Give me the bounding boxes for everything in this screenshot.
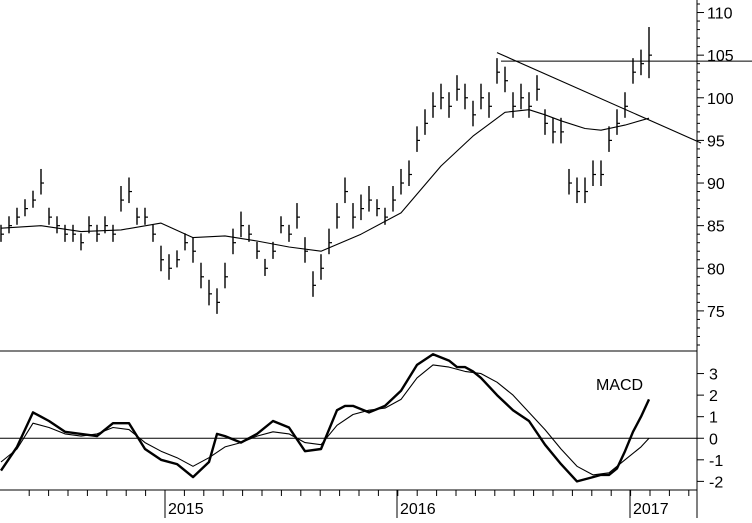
macd-y-tick-label: 2 — [709, 388, 718, 405]
macd-y-tick-label: 0 — [709, 431, 718, 448]
price-y-tick-label: 75 — [707, 304, 725, 321]
macd-y-tick-label: -1 — [709, 453, 723, 470]
trendline-downtrend — [496, 52, 702, 144]
price-bars — [0, 27, 652, 314]
axes: 75 80 85 90 95 100 105 110 -2 -1 0 1 2 3 2015 2016 2017 — [0, 0, 734, 518]
macd-y-tick-label: 3 — [709, 367, 718, 384]
x-year-label: 2016 — [400, 501, 436, 518]
macd-line — [0, 353, 651, 483]
price-y-tick-label: 95 — [707, 133, 725, 150]
moving-average-line — [0, 109, 650, 252]
price-y-tick-label: 100 — [707, 91, 734, 108]
price-y-tick-label: 85 — [707, 219, 725, 236]
price-overlays — [0, 52, 752, 252]
macd-y-tick-label: -2 — [709, 474, 723, 491]
x-year-label: 2015 — [168, 501, 204, 518]
x-year-label: 2017 — [633, 501, 669, 518]
macd-signal-line — [0, 364, 650, 476]
price-y-tick-label: 105 — [707, 48, 734, 65]
price-y-tick-label: 80 — [707, 261, 725, 278]
macd-panel — [0, 353, 697, 483]
macd-annotation: MACD — [596, 377, 643, 394]
macd-y-tick-label: 1 — [709, 410, 718, 427]
price-y-tick-label: 90 — [707, 176, 725, 193]
price-y-tick-label: 110 — [707, 6, 733, 23]
